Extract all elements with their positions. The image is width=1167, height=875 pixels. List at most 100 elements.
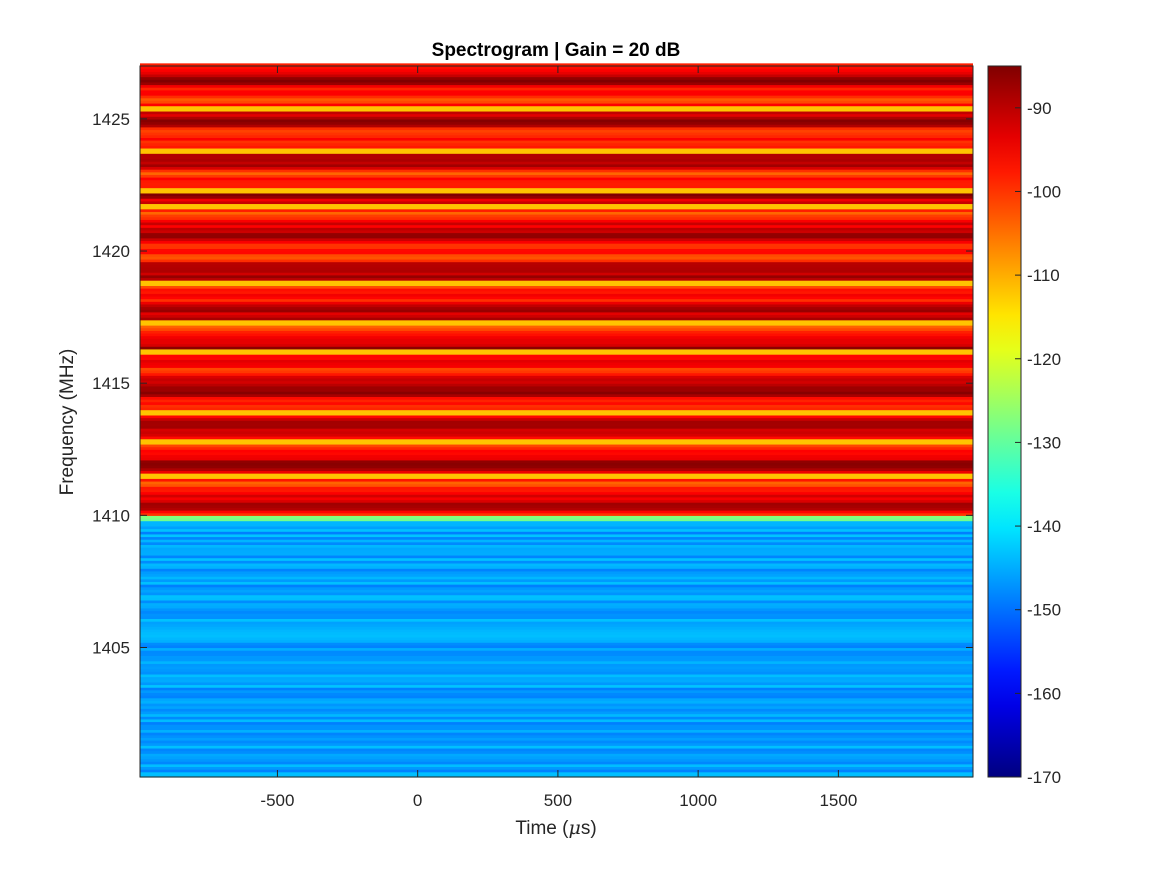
frequency-band-row <box>140 280 973 284</box>
frequency-band-row <box>140 282 973 286</box>
frequency-band-row <box>140 71 973 75</box>
frequency-band-row <box>140 634 973 638</box>
frequency-band-row <box>140 129 973 133</box>
frequency-band-row <box>140 232 973 236</box>
frequency-band-row <box>140 380 973 384</box>
frequency-band-row <box>140 644 973 649</box>
frequency-band-row <box>140 729 973 733</box>
colorbar-tick-label: -150 <box>1027 601 1061 620</box>
frequency-band-row <box>140 565 973 569</box>
frequency-band-row <box>140 554 973 559</box>
frequency-band-row <box>140 184 973 189</box>
frequency-band-row <box>140 470 973 474</box>
frequency-band-row <box>140 169 973 173</box>
frequency-band-row <box>140 145 973 149</box>
x-tick-label: 1000 <box>679 791 717 810</box>
frequency-band-row <box>140 724 973 728</box>
frequency-band-row <box>140 251 973 255</box>
frequency-band-row <box>140 73 973 78</box>
colorbar-tick-label: -120 <box>1027 350 1061 369</box>
frequency-band-row <box>140 750 973 754</box>
frequency-band-row <box>140 240 973 244</box>
frequency-band-row <box>140 560 973 564</box>
frequency-band-row <box>140 422 973 427</box>
frequency-band-row <box>140 269 973 273</box>
frequency-band-row <box>140 216 973 220</box>
frequency-band-row <box>140 192 973 197</box>
frequency-band-row <box>140 182 973 186</box>
frequency-band-row <box>140 615 973 620</box>
frequency-band-row <box>140 375 973 379</box>
frequency-band-row <box>140 568 973 572</box>
frequency-band-row <box>140 512 973 516</box>
frequency-band-row <box>140 385 973 390</box>
frequency-band-row <box>140 348 973 353</box>
frequency-band-row <box>140 552 973 556</box>
frequency-band-row <box>140 763 973 768</box>
y-tick-label: 1405 <box>92 638 130 657</box>
frequency-band-row <box>140 317 973 321</box>
frequency-band-row <box>140 401 973 405</box>
frequency-band-row <box>140 227 973 231</box>
frequency-band-row <box>140 100 973 104</box>
frequency-band-row <box>140 95 973 99</box>
frequency-band-row <box>140 576 973 580</box>
frequency-band-row <box>140 441 973 445</box>
frequency-band-row <box>140 457 973 461</box>
frequency-band-row <box>140 578 973 583</box>
chart-title: Spectrogram | Gain = 20 dB <box>432 40 681 61</box>
frequency-band-row <box>140 356 973 360</box>
frequency-band-row <box>140 486 973 490</box>
frequency-band-row <box>140 636 973 641</box>
frequency-band-row <box>140 126 973 131</box>
y-tick-label: 1420 <box>92 242 130 261</box>
frequency-band-row <box>140 705 973 709</box>
frequency-band-row <box>140 264 973 268</box>
frequency-band-row <box>140 726 973 731</box>
frequency-band-row <box>140 465 973 469</box>
frequency-band-row <box>140 409 973 413</box>
frequency-band-row <box>140 734 973 738</box>
frequency-band-row <box>140 684 973 688</box>
frequency-band-row <box>140 475 973 479</box>
frequency-band-row <box>140 671 973 675</box>
frequency-band-row <box>140 166 973 170</box>
frequency-band-row <box>140 525 973 530</box>
spectrogram-plot-area: -500 0 500 1000 1500 1405 1410 1415 1420 1425 <box>92 63 974 810</box>
frequency-band-row <box>140 647 973 651</box>
x-tick-label: 500 <box>544 791 572 810</box>
frequency-band-row <box>140 700 973 704</box>
frequency-band-row <box>140 322 973 326</box>
frequency-band-row <box>140 142 973 146</box>
frequency-band-row <box>140 87 973 91</box>
frequency-band-row <box>140 673 973 678</box>
frequency-band-row <box>140 253 973 257</box>
frequency-band-row <box>140 570 973 575</box>
frequency-band-row <box>140 221 973 226</box>
frequency-band-row <box>140 547 973 551</box>
frequency-band-row <box>140 214 973 218</box>
frequency-band-row <box>140 161 973 165</box>
frequency-band-row <box>140 219 973 223</box>
frequency-band-row <box>140 446 973 450</box>
frequency-band-row <box>140 660 973 664</box>
frequency-band-row <box>140 190 973 194</box>
frequency-band-row <box>140 369 973 374</box>
frequency-band-row <box>140 473 973 477</box>
frequency-band-row <box>140 573 973 577</box>
frequency-band-row <box>140 248 973 252</box>
frequency-band-row <box>140 211 973 215</box>
frequency-band-row <box>140 602 973 606</box>
frequency-band-row <box>140 301 973 305</box>
frequency-band-row <box>140 515 973 519</box>
frequency-band-row <box>140 203 973 207</box>
frequency-band-row <box>140 732 973 736</box>
frequency-band-row <box>140 362 973 366</box>
frequency-band-row <box>140 137 973 141</box>
frequency-band-row <box>140 206 973 210</box>
colorbar-tick-label: -160 <box>1027 684 1061 703</box>
frequency-band-row <box>140 430 973 434</box>
frequency-band-row <box>140 134 973 138</box>
frequency-band-row <box>140 710 973 715</box>
frequency-band-row <box>140 613 973 617</box>
